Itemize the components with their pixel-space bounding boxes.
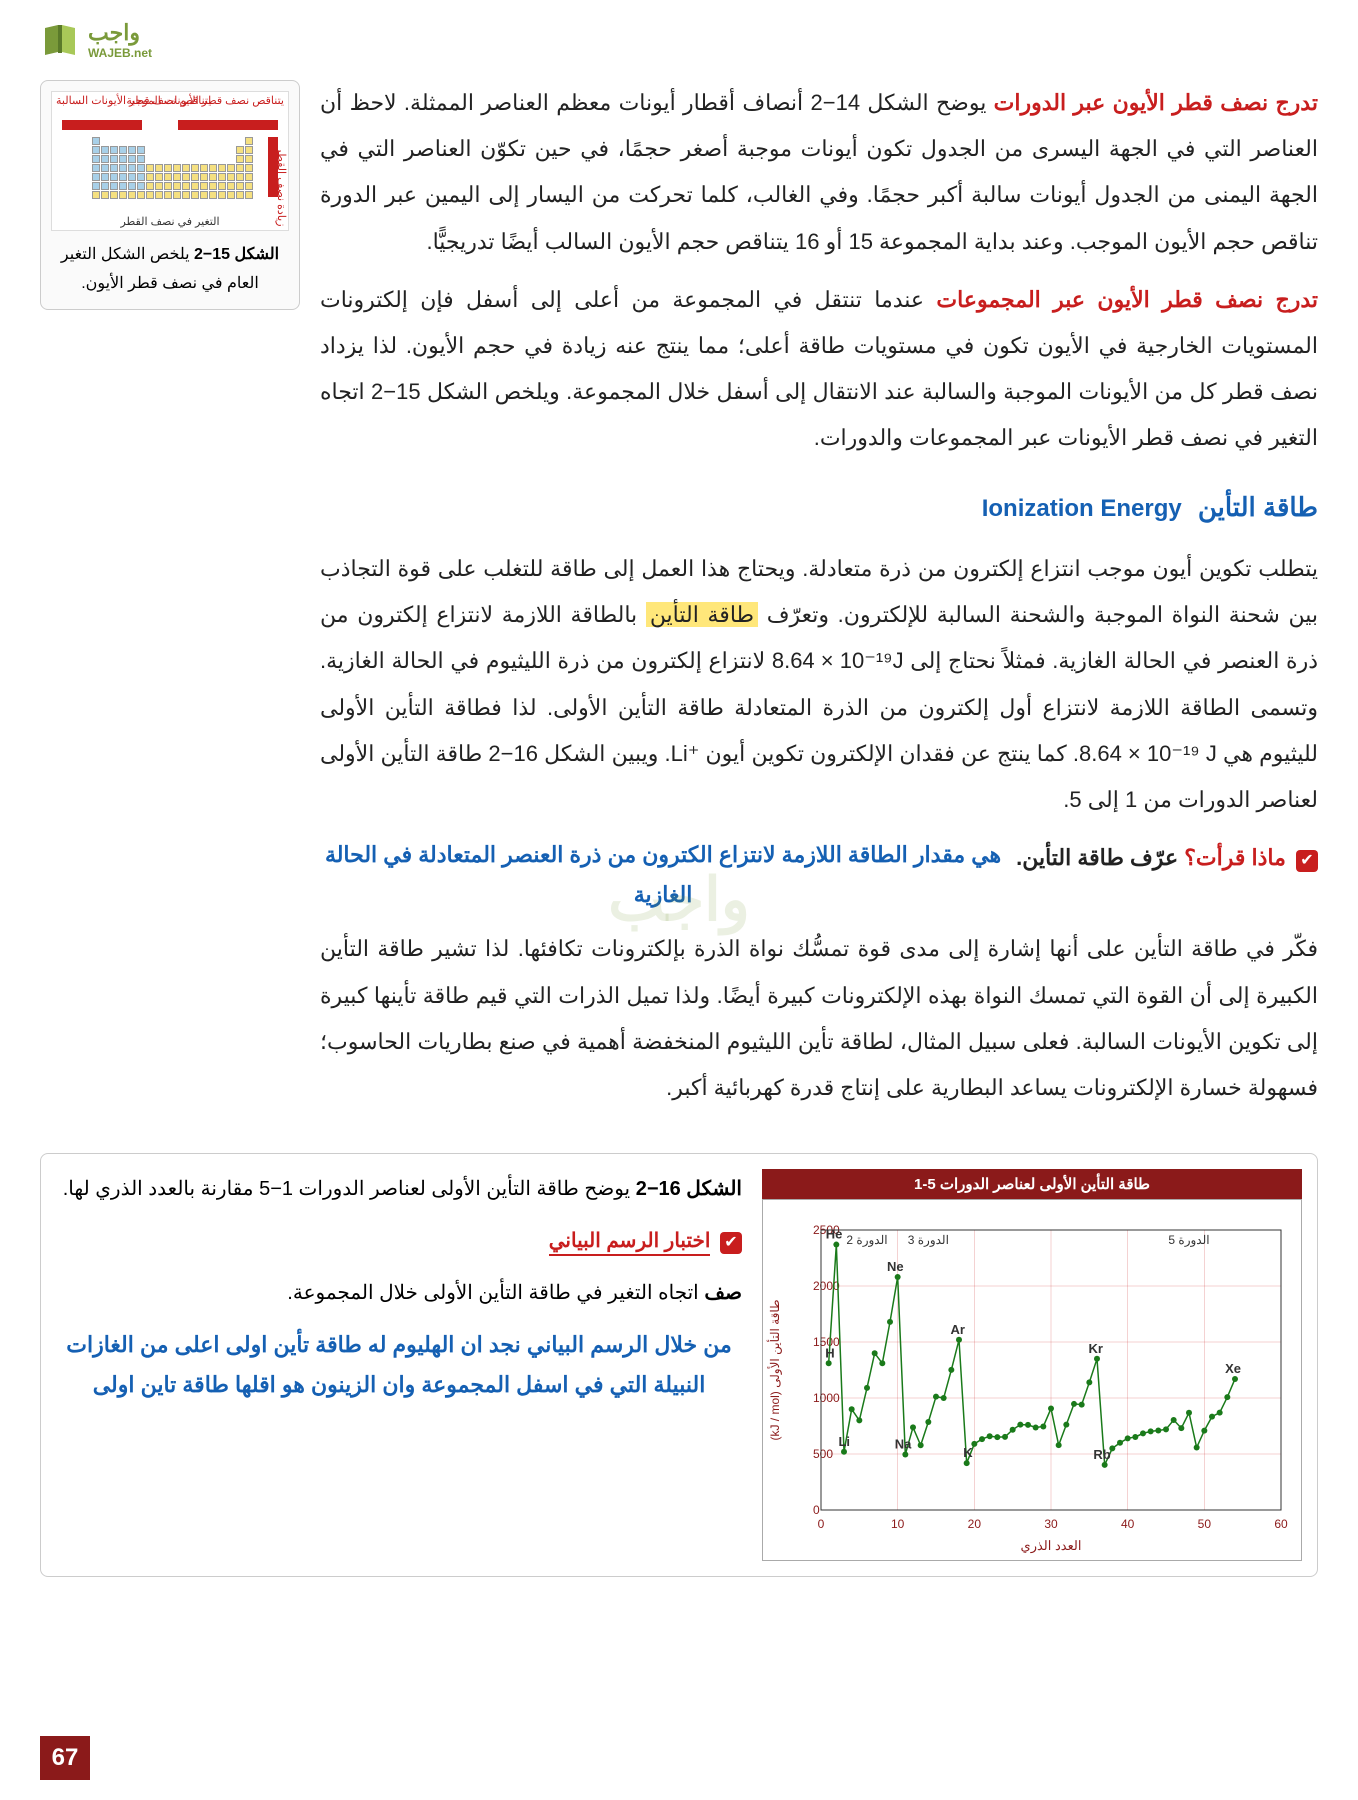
p3-f1: 8.64 × 10⁻¹⁹J <box>772 638 904 684</box>
ionization-chart: 010203040506005001000150020002500الدورة … <box>761 1200 1301 1560</box>
svg-text:1000: 1000 <box>813 1391 840 1405</box>
check-reading-row: ✔ ماذا قرأت؟ عرّف طاقة التأين. هي مقدار … <box>320 835 1318 914</box>
svg-text:Kr: Kr <box>1089 1341 1103 1356</box>
sidebar-caption-bold: الشكل 15−2 <box>194 246 279 263</box>
svg-text:30: 30 <box>1044 1517 1058 1531</box>
svg-text:الدورة 2: الدورة 2 <box>846 1233 887 1247</box>
sidebar-caption: الشكل 15−2 يلخص الشكل التغير العام في نص… <box>51 241 289 299</box>
mini-label-tl: يتناقص نصف قطر الأيونات السالبة <box>56 94 211 107</box>
fig16-caption: الشكل 16−2 يوضح طاقة التأين الأولى لعناص… <box>56 1169 742 1209</box>
svg-text:طاقة التأين الأولى (kJ / mol): طاقة التأين الأولى (kJ / mol) <box>766 1300 782 1441</box>
svg-text:Na: Na <box>895 1437 912 1452</box>
logo-sub: WAJEB.net <box>88 46 152 60</box>
svg-text:He: He <box>826 1227 843 1242</box>
svg-text:0: 0 <box>818 1517 825 1531</box>
paragraph-2: تدرج نصف قطر الأيون عبر المجموعات عندما … <box>320 277 1318 462</box>
svg-text:0: 0 <box>813 1503 820 1517</box>
checkmark-icon-2: ✔ <box>720 1232 742 1254</box>
svg-text:الدورة 5: الدورة 5 <box>1168 1233 1209 1247</box>
svg-text:العدد الذري: العدد الذري <box>1021 1538 1082 1554</box>
annotation-2: من خلال الرسم البياني نجد ان الهليوم له … <box>56 1325 742 1404</box>
ionization-heading-ar: طاقة التأين <box>1198 492 1318 522</box>
para1-heading: تدرج نصف قطر الأيون عبر الدورات <box>994 90 1318 115</box>
ionization-heading-row: طاقة التأين Ionization Energy <box>320 480 1318 535</box>
logo-main: واجب <box>88 20 152 46</box>
chart-wrap: طاقة التأين الأولى لعناصر الدورات 5-1 0 1… <box>762 1169 1302 1561</box>
chart-prompt: صف اتجاه التغير في طاقة التأين الأولى خل… <box>56 1273 742 1313</box>
svg-text:60: 60 <box>1274 1517 1288 1531</box>
page-number: 67 <box>40 1736 90 1780</box>
svg-text:Xe: Xe <box>1225 1361 1241 1376</box>
periodic-mini-diagram: يتناقص نصف قطر الأيونات الموجبة يتناقص ن… <box>51 91 289 231</box>
book-icon <box>40 20 80 60</box>
para2-heading: تدرج نصف قطر الأيون عبر المجموعات <box>936 287 1318 312</box>
prompt-text: اتجاه التغير في طاقة التأين الأولى خلال … <box>287 1282 704 1304</box>
sidebar-figure-15: يتناقص نصف قطر الأيونات الموجبة يتناقص ن… <box>40 80 300 310</box>
chart-check-label: اختبار الرسم البياني <box>549 1230 711 1256</box>
p3-highlight: طاقة التأين <box>646 602 758 627</box>
check-label: ماذا قرأت؟ <box>1184 845 1286 870</box>
svg-text:500: 500 <box>813 1447 833 1461</box>
svg-text:2000: 2000 <box>813 1279 840 1293</box>
mini-label-side: زيادة نصف القطر <box>275 147 288 227</box>
svg-text:20: 20 <box>968 1517 982 1531</box>
chart-area: 010203040506005001000150020002500الدورة … <box>762 1199 1302 1561</box>
svg-text:الدورة 3: الدورة 3 <box>908 1233 949 1247</box>
svg-text:Li: Li <box>838 1434 850 1449</box>
bottom-text-col: الشكل 16−2 يوضح طاقة التأين الأولى لعناص… <box>56 1169 742 1404</box>
paragraph-4: فكّر في طاقة التأين على أنها إشارة إلى م… <box>320 926 1318 1111</box>
chart-title: طاقة التأين الأولى لعناصر الدورات 5-1 <box>762 1169 1302 1199</box>
svg-text:40: 40 <box>1121 1517 1135 1531</box>
svg-text:H: H <box>825 1345 834 1360</box>
checkmark-icon: ✔ <box>1296 850 1318 872</box>
svg-text:Ne: Ne <box>887 1259 904 1274</box>
fig16-text: يوضح طاقة التأين الأولى لعناصر الدورات 1… <box>63 1178 636 1200</box>
svg-text:50: 50 <box>1198 1517 1212 1531</box>
annotation-1: هي مقدار الطاقة اللازمة لانتزاع الكترون … <box>320 835 1006 914</box>
chart-check-row: ✔ اختبار الرسم البياني <box>56 1221 742 1261</box>
svg-text:K: K <box>963 1445 973 1460</box>
arrow-h-2 <box>62 120 142 130</box>
prompt-bold: صف <box>704 1282 742 1304</box>
mini-label-bottom: التغير في نصف القطر <box>120 215 219 228</box>
paragraph-1: تدرج نصف قطر الأيون عبر الدورات يوضح الش… <box>320 80 1318 265</box>
mini-grid <box>92 137 253 199</box>
bottom-section: طاقة التأين الأولى لعناصر الدورات 5-1 0 1… <box>40 1153 1318 1577</box>
check-prompt: عرّف طاقة التأين. <box>1016 845 1178 870</box>
paragraph-3: يتطلب تكوين أيون موجب انتزاع إلكترون من … <box>320 546 1318 823</box>
p3-f2: 8.64 × 10⁻¹⁹ J <box>1079 731 1217 777</box>
svg-text:10: 10 <box>891 1517 905 1531</box>
arrow-h-1 <box>178 120 278 130</box>
fig16-bold: الشكل 16−2 <box>636 1178 742 1200</box>
logo-bar: واجب WAJEB.net <box>40 20 1318 60</box>
ionization-heading-en: Ionization Energy <box>982 484 1182 534</box>
svg-text:Ar: Ar <box>951 1322 965 1337</box>
svg-text:Rb: Rb <box>1093 1447 1110 1462</box>
